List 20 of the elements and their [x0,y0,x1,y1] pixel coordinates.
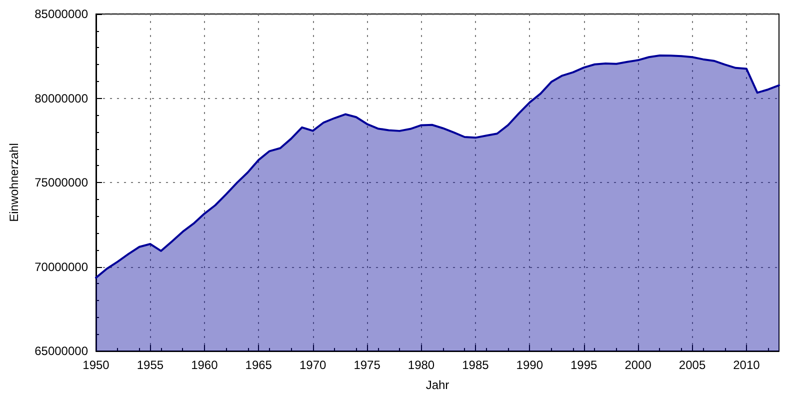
y-tick-label: 85000000 [34,7,88,21]
y-tick-label: 70000000 [34,260,88,274]
x-tick-label: 1990 [516,358,544,372]
y-tick-label: 75000000 [34,176,88,190]
y-tick-label: 80000000 [34,91,88,106]
x-tick-label: 2000 [624,358,652,372]
x-tick-label: 1985 [462,358,490,372]
x-tick-label: 1965 [245,358,272,372]
x-tick-label: 2010 [733,358,760,372]
y-axis-title: Einwohnerzahl [7,143,21,222]
y-tick-label: 65000000 [34,344,88,358]
x-tick-label: 1960 [191,358,218,372]
x-tick-label: 1950 [82,358,110,372]
x-tick-label: 1970 [299,358,326,372]
x-tick-label: 1955 [136,358,164,372]
x-tick-label: 2005 [678,358,706,372]
x-axis-title: Jahr [426,378,450,392]
x-tick-label: 1995 [570,358,598,372]
x-tick-label: 1975 [354,358,381,372]
x-tick-label: 1980 [408,358,435,372]
